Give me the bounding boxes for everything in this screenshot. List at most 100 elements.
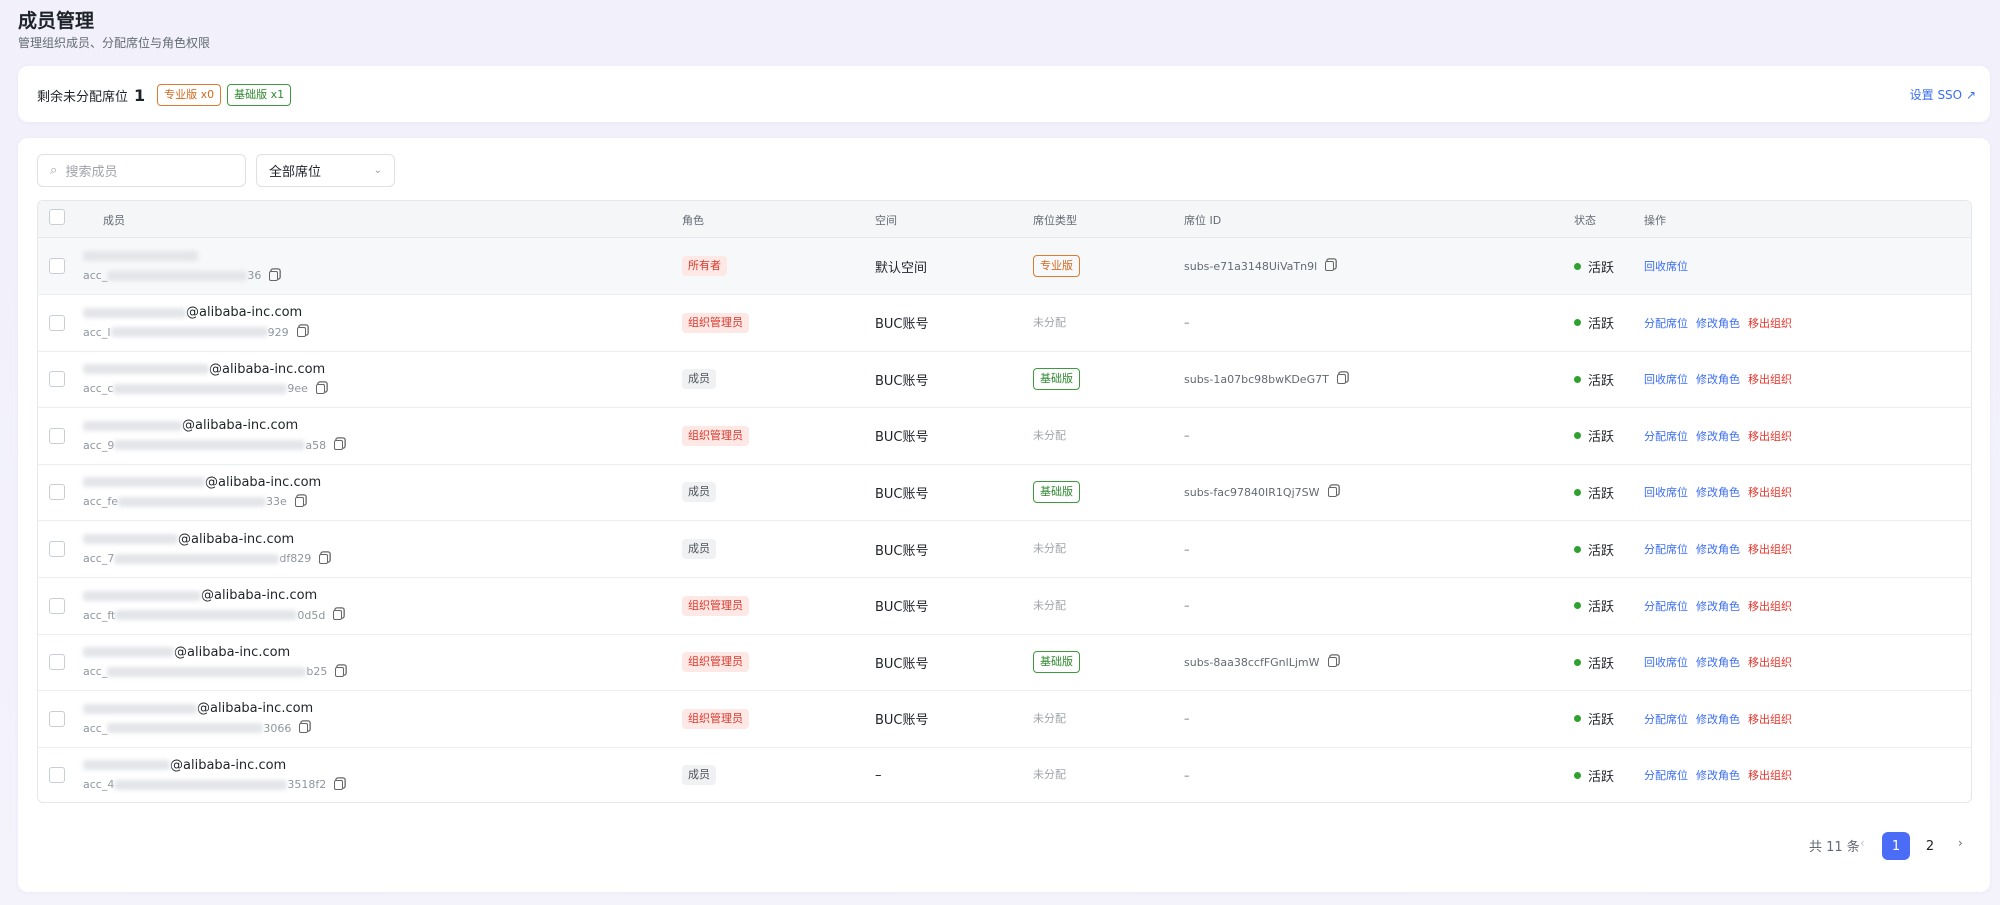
seat-cell: 基础版 <box>1033 464 1080 520</box>
copy-icon[interactable] <box>334 779 344 790</box>
account-prefix: acc_c <box>83 382 114 396</box>
action-link[interactable]: 分配席位 <box>1644 769 1688 783</box>
action-link[interactable]: 回收席位 <box>1644 486 1688 500</box>
account-suffix: df829 <box>279 552 312 565</box>
action-link[interactable]: 回收席位 <box>1644 260 1688 273</box>
space-cell: 默认空间 <box>875 260 928 276</box>
sso-link[interactable]: 设置 SSO ↗ <box>1909 88 1976 102</box>
checkbox[interactable] <box>49 314 65 331</box>
seat-cell: 基础版 <box>1033 351 1080 407</box>
action-link[interactable]: 修改角色 <box>1696 486 1740 500</box>
copy-icon[interactable] <box>299 723 309 734</box>
actions-cell: 分配席位 修改角色 移出组织 <box>1644 578 1792 634</box>
seat-tag: 未分配 <box>1033 768 1066 782</box>
role-tag: 成员 <box>682 369 716 390</box>
status-dot <box>1574 375 1581 383</box>
column-header: 空间 <box>875 214 897 227</box>
email-suffix: @alibaba-inc.com <box>170 757 287 773</box>
copy-icon[interactable] <box>333 610 343 621</box>
copy-icon[interactable] <box>334 440 344 451</box>
member-email: @alibaba-inc.com <box>83 530 328 548</box>
status-cell: 活跃 <box>1574 408 1614 464</box>
action-link[interactable]: 移出组织 <box>1748 769 1792 783</box>
action-link[interactable]: 修改角色 <box>1696 316 1740 330</box>
checkbox[interactable] <box>49 427 65 444</box>
action-link[interactable]: 移出组织 <box>1748 543 1792 556</box>
page-button[interactable]: 2 <box>1925 838 1935 854</box>
action-link[interactable]: 移出组织 <box>1748 656 1792 670</box>
checkbox[interactable] <box>49 597 65 614</box>
status-text: 活跃 <box>1588 260 1615 276</box>
copy-icon[interactable] <box>1327 487 1337 498</box>
column-header: 席位 ID <box>1184 214 1222 227</box>
copy-icon[interactable] <box>1327 657 1337 668</box>
role-tag: 组织管理员 <box>682 425 749 446</box>
checkbox[interactable] <box>49 654 65 671</box>
action-link[interactable]: 移出组织 <box>1748 429 1792 443</box>
action-link[interactable]: 移出组织 <box>1748 599 1792 613</box>
action-link[interactable]: 修改角色 <box>1696 712 1740 726</box>
member-email: @alibaba-inc.com <box>83 360 325 378</box>
table-row: acc_ 36 所有者 默认空间 专业版 subs-e71a3148UiVaTn9l 活跃 回… <box>38 238 1971 295</box>
action-link[interactable]: 分配席位 <box>1644 712 1688 726</box>
checkbox[interactable] <box>49 710 65 727</box>
copy-icon[interactable] <box>296 327 306 338</box>
action-link[interactable]: 修改角色 <box>1696 599 1740 613</box>
next-page[interactable]: › <box>1958 836 1963 850</box>
account-suffix: 3066 <box>263 721 292 735</box>
sso-text: 设置 SSO <box>1909 88 1963 102</box>
copy-icon[interactable] <box>335 666 345 677</box>
action-link[interactable]: 移出组织 <box>1748 373 1792 387</box>
action-link[interactable]: 移出组织 <box>1748 316 1792 330</box>
action-link[interactable]: 移出组织 <box>1748 712 1792 726</box>
action-link[interactable]: 修改角色 <box>1696 769 1740 783</box>
checkbox[interactable] <box>49 541 65 557</box>
seat-filter[interactable]: 全部席位 ⌄ <box>256 154 395 187</box>
seat-id-cell: – <box>1184 295 1190 351</box>
seat-id: – <box>1184 768 1190 782</box>
copy-icon[interactable] <box>269 270 279 281</box>
action-link[interactable]: 修改角色 <box>1696 543 1740 556</box>
status-cell: 活跃 <box>1574 464 1614 520</box>
member-cell: @alibaba-inc.com acc_ft 0d5d <box>83 587 343 622</box>
action-link[interactable]: 修改角色 <box>1696 656 1740 670</box>
member-cell: acc_ 36 <box>83 247 279 282</box>
copy-icon[interactable] <box>315 383 325 394</box>
status-cell: 活跃 <box>1574 691 1614 747</box>
role-cell: 成员 <box>682 464 716 520</box>
page-button[interactable]: 1 <box>1882 832 1910 860</box>
checkbox[interactable] <box>49 484 65 501</box>
action-link[interactable]: 分配席位 <box>1644 543 1688 556</box>
search-input[interactable]: ⌕ 搜索成员 <box>37 154 246 187</box>
checkbox[interactable] <box>49 371 65 388</box>
copy-icon[interactable] <box>319 553 329 564</box>
checkbox[interactable] <box>49 767 65 784</box>
member-cell: @alibaba-inc.com acc_I 929 <box>83 304 306 339</box>
copy-icon[interactable] <box>1336 374 1346 385</box>
action-link[interactable]: 分配席位 <box>1644 316 1688 330</box>
action-link[interactable]: 分配席位 <box>1644 429 1688 443</box>
action-link[interactable]: 分配席位 <box>1644 599 1688 613</box>
status-dot <box>1574 658 1581 666</box>
copy-icon[interactable] <box>1325 261 1335 271</box>
copy-icon[interactable] <box>294 496 304 507</box>
role-cell: 组织管理员 <box>682 634 749 690</box>
role-cell: 成员 <box>682 521 716 577</box>
actions-cell: 回收席位 <box>1644 238 1688 294</box>
column-header: 操作 <box>1644 214 1666 227</box>
checkbox[interactable] <box>49 258 65 274</box>
seat-id-cell: subs-e71a3148UiVaTn9l <box>1184 238 1335 294</box>
seat-card: 剩余未分配席位 1 专业版 x0 基础版 x1 设置 SSO ↗ <box>18 66 1990 122</box>
action-link[interactable]: 回收席位 <box>1644 373 1688 387</box>
action-link[interactable]: 修改角色 <box>1696 373 1740 387</box>
role-cell: 成员 <box>682 351 716 407</box>
actions-cell: 分配席位 修改角色 移出组织 <box>1644 691 1792 747</box>
checkbox[interactable] <box>49 209 65 225</box>
prev-page[interactable]: ‹ <box>1860 836 1865 850</box>
seat-id: subs-e71a3148UiVaTn9l <box>1184 259 1318 273</box>
action-link[interactable]: 回收席位 <box>1644 656 1688 670</box>
account-suffix: b25 <box>306 665 328 679</box>
account-suffix: a58 <box>305 438 327 452</box>
action-link[interactable]: 修改角色 <box>1696 429 1740 443</box>
action-link[interactable]: 移出组织 <box>1748 486 1792 500</box>
